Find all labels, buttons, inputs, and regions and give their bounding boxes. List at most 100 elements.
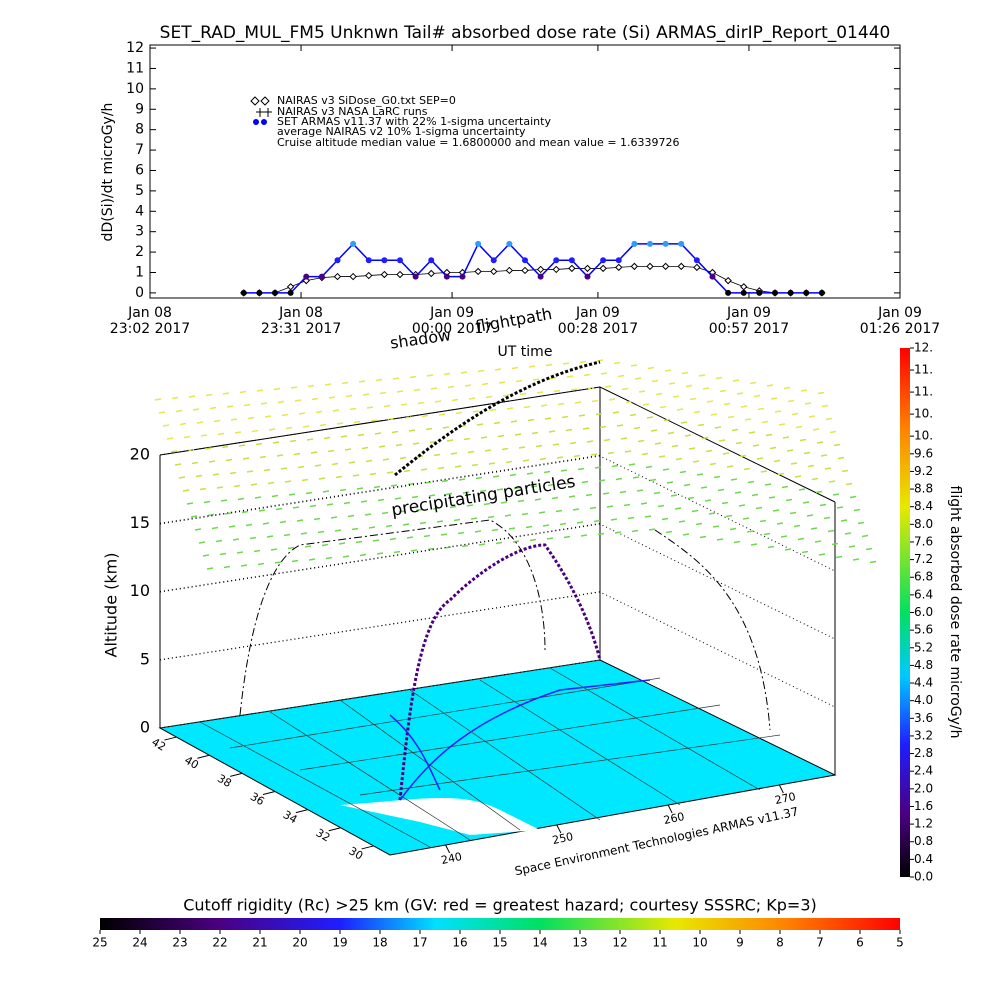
particle-dash — [186, 502, 194, 505]
particle-dash — [305, 491, 313, 495]
particle-dash — [372, 539, 380, 542]
particle-dash — [617, 374, 625, 378]
particle-dash — [328, 396, 336, 399]
particle-dash — [450, 452, 458, 455]
particle-dash — [454, 465, 462, 468]
lat-tick-label: 42 — [149, 736, 168, 754]
colorbar-tick-label: 22 — [212, 936, 227, 950]
particle-dash — [321, 543, 329, 547]
particle-dash — [460, 371, 468, 374]
particle-dash — [347, 514, 355, 518]
particle-dash — [411, 495, 419, 499]
data-point — [693, 257, 700, 264]
particle-dash — [216, 486, 224, 489]
particle-dash — [681, 371, 689, 375]
particle-dash — [574, 401, 582, 404]
data-point — [365, 257, 372, 264]
particle-dash — [250, 483, 258, 486]
particle-dash — [417, 401, 425, 405]
data-point — [318, 273, 325, 280]
particle-dash — [195, 474, 203, 478]
particle-dash — [322, 490, 330, 493]
colorbar-title: Cutoff rigidity (Rc) >25 km (GV: red = g… — [183, 896, 817, 915]
particle-dash — [373, 485, 381, 489]
particle-dash — [595, 412, 603, 416]
colorbar-tick-label: 1.6 — [914, 799, 933, 813]
lon-tick — [778, 784, 784, 794]
x-axis-label: UT time — [498, 344, 553, 360]
particle-dash — [392, 377, 400, 380]
particle-dash — [236, 551, 244, 554]
particle-dash — [577, 467, 585, 471]
legend-label: NAIRAS v3 NASA LaRC runs — [277, 105, 428, 118]
data-point — [490, 267, 498, 276]
particle-dash — [355, 540, 363, 544]
particle-dash — [598, 479, 606, 482]
particle-dash — [497, 434, 505, 438]
particle-dash — [816, 441, 824, 444]
particle-dash — [178, 476, 186, 479]
x-tick-label: Jan 09 — [429, 305, 474, 321]
particle-dash — [768, 496, 776, 499]
colorbar-tick-label: 6 — [856, 936, 864, 950]
particle-dash — [237, 497, 245, 501]
particle-dash — [223, 565, 231, 569]
particle-dash — [366, 406, 374, 409]
data-point — [583, 264, 592, 273]
data-point — [365, 271, 373, 280]
particle-dash — [515, 379, 523, 383]
particle-dash — [806, 514, 814, 517]
particle-dash — [688, 447, 696, 450]
particle-dash — [663, 418, 671, 422]
particle-dash — [194, 528, 202, 531]
particle-dash — [795, 425, 803, 429]
data-point — [287, 289, 294, 296]
particle-dash — [270, 548, 278, 551]
particle-dash — [562, 362, 570, 365]
particle-dash — [179, 422, 187, 426]
particle-dash — [224, 512, 232, 515]
particle-dash — [518, 446, 526, 449]
particle-dash — [474, 530, 482, 533]
particle-dash — [700, 486, 708, 489]
colorbar-tick-label: 8 — [776, 936, 784, 950]
particle-dash — [229, 471, 237, 475]
particle-dash — [572, 508, 580, 511]
colorbar-tick-label: 0.8 — [914, 834, 933, 848]
particle-dash — [395, 443, 403, 447]
particle-dash — [797, 537, 805, 541]
particle-dash — [615, 477, 623, 481]
particle-dash — [628, 463, 636, 466]
ground-track — [389, 679, 651, 801]
particle-dash — [306, 438, 314, 441]
particle-dash — [556, 456, 564, 459]
particle-dash — [393, 550, 401, 554]
legend-label: average NAIRAS v2 10% 1-sigma uncertaint… — [277, 125, 526, 138]
particle-dash — [382, 458, 390, 461]
particle-dash — [361, 446, 369, 450]
colorbar-vertical — [900, 348, 910, 877]
lon-tick — [556, 824, 562, 834]
particle-dash — [840, 519, 848, 522]
x-tick-label: 01:26 2017 — [860, 321, 940, 337]
particle-dash — [576, 521, 584, 524]
x-tick-label: 00:00 2017 — [412, 321, 492, 337]
colorbar-tick-label: 1.2 — [914, 817, 933, 831]
particle-dash — [569, 441, 577, 445]
particle-dash — [674, 507, 682, 510]
lat-tick — [361, 845, 374, 850]
particle-dash — [787, 399, 795, 403]
legend-symbol — [256, 108, 272, 117]
particle-dash — [287, 546, 295, 550]
particle-dash — [317, 530, 325, 534]
particle-dash — [398, 510, 406, 513]
particle-dash — [500, 501, 508, 504]
y-tick-label: 0 — [135, 285, 144, 301]
particle-dash — [566, 375, 574, 378]
particle-dash — [445, 492, 453, 496]
particle-dash — [462, 491, 470, 494]
particle-dash — [241, 510, 249, 514]
lat-tick — [230, 772, 243, 777]
particle-dash — [475, 476, 483, 480]
